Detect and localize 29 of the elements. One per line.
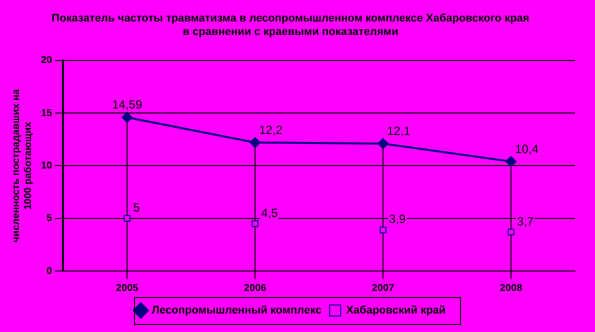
point <box>250 137 261 148</box>
data-label: 3,9 <box>389 212 406 226</box>
y-tick-label: 10 <box>41 160 53 172</box>
point <box>252 220 258 227</box>
data-label: 10,4 <box>515 142 539 156</box>
data-label: 3,7 <box>517 214 534 228</box>
x-tick-label: 2007 <box>372 282 395 294</box>
legend-label: Лесопромышленный комплекс <box>152 304 322 317</box>
point <box>378 138 389 150</box>
y-tick-label: 5 <box>46 213 53 224</box>
data-label: 12,1 <box>387 124 411 138</box>
data-label: 5 <box>133 200 140 215</box>
x-tick-label: 2006 <box>244 282 267 294</box>
legend-label: Хабаровский край <box>346 304 446 317</box>
y-axis-title: численность пострадавших на 1000 работающих <box>10 88 34 242</box>
data-label: 12,2 <box>259 122 283 137</box>
data-label: 14,59 <box>112 98 142 112</box>
point <box>380 226 386 234</box>
data-label: 4,5 <box>261 206 278 220</box>
y-tick-label: 0 <box>46 266 53 277</box>
y-tick-label: 15 <box>41 108 53 119</box>
point <box>508 228 514 236</box>
point <box>124 215 130 222</box>
point <box>506 156 517 167</box>
chart-title: Показатель частоты травматизма в лесопромышленном комплексе Хабаровского края в сравнении с краевыми показателями <box>52 12 530 38</box>
x-tick-label: 2005 <box>116 282 139 294</box>
x-tick-label: 2008 <box>500 282 523 294</box>
point <box>122 112 133 123</box>
y-tick-label: 20 <box>41 55 53 66</box>
